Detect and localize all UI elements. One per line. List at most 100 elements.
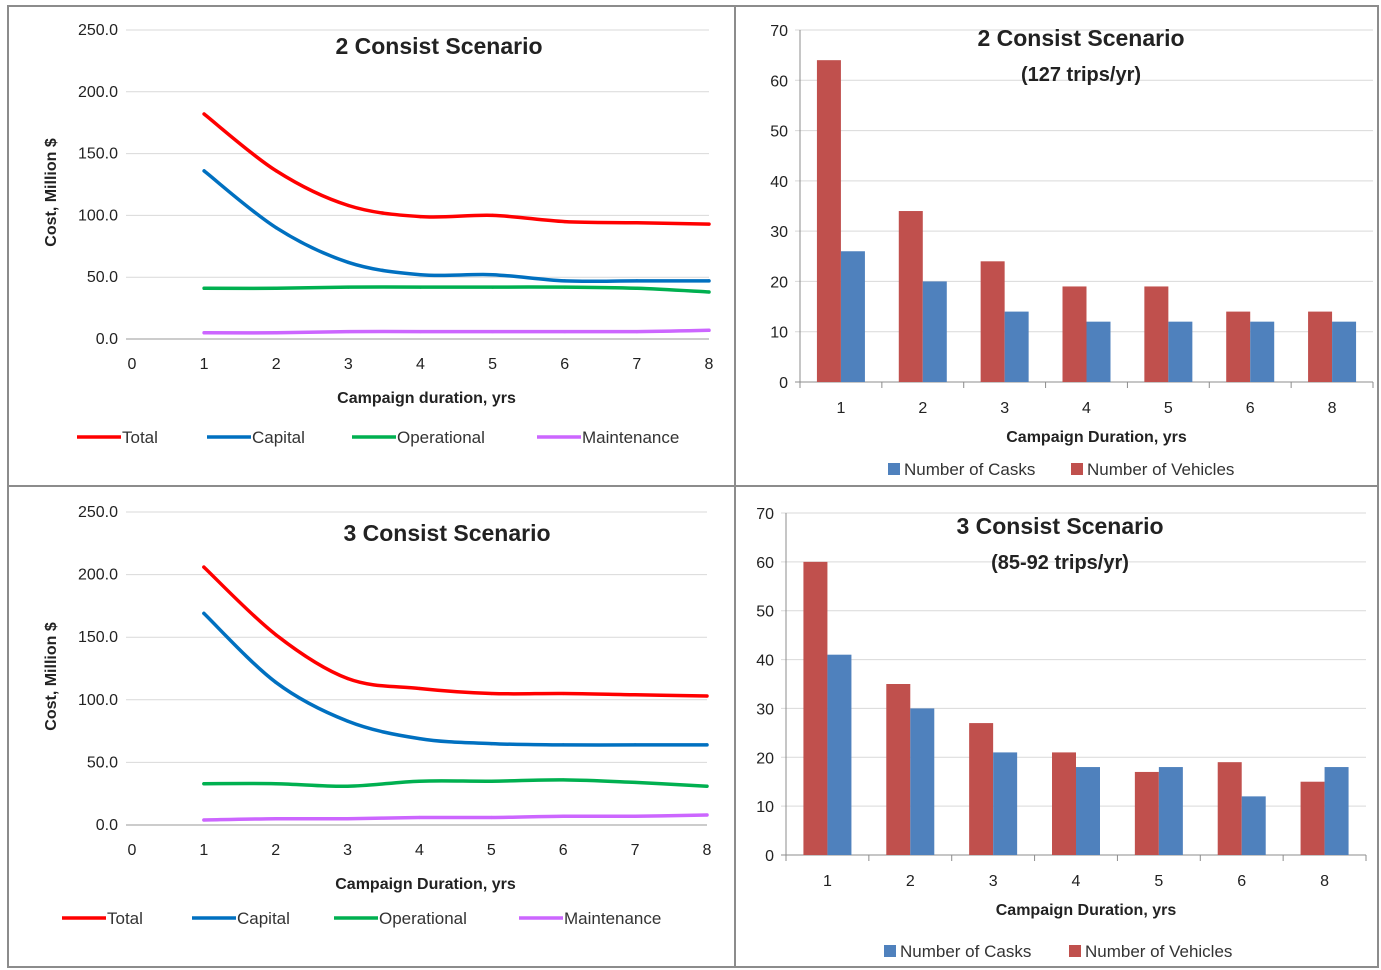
x-tick-label: 1 [200,356,209,373]
x-tick-label: 2 [906,873,915,890]
series-line-capital [202,611,709,747]
bar-chart-2-consist: 0 10 20 30 40 50 60 70 1 2 3 4 5 6 8 2 Consist Scenario… [770,23,1374,479]
data-point-capital [705,743,709,747]
legend-swatch-number-of-vehicles [1071,463,1083,475]
x-tick-label: 5 [1154,873,1163,890]
data-point-operational [705,784,709,788]
data-point-operational [274,286,278,290]
y-tick-label: 0 [765,848,774,865]
data-point-capital [346,260,350,264]
x-tick-label: 5 [487,842,496,859]
data-point-operational [274,782,278,786]
y-tick-label: 0.0 [96,817,118,834]
data-point-maintenance [705,813,709,817]
bar-number-of-casks [1241,796,1266,855]
data-point-operational [202,286,206,290]
data-point-maintenance [561,814,565,818]
data-point-total [274,169,278,173]
data-point-total [489,691,493,696]
y-tick-label: 200.0 [78,567,118,584]
data-point-total [346,203,350,208]
x-tick-label: 1 [199,842,208,859]
bar-number-of-vehicles [1062,286,1087,382]
chart-title: 3 Consist Scenario [956,513,1163,539]
x-tick-label: 6 [560,356,569,373]
x-tick-label: 1 [823,873,832,890]
y-tick-label: 100.0 [78,692,118,709]
x-tick-label: 0 [128,356,137,373]
series-line-operational [202,778,709,788]
data-point-capital [274,680,278,684]
series-line-operational [202,285,711,294]
y-tick-label: 100.0 [78,207,118,224]
data-point-maintenance [417,815,422,820]
y-tick-label: 20 [756,750,774,767]
data-point-capital [561,743,565,747]
bar-number-of-casks [1324,767,1349,855]
data-point-total [274,633,278,637]
x-tick-label: 3 [1000,400,1009,417]
x-tick-label: 8 [1328,400,1337,417]
legend-label-capital: Capital [237,909,290,928]
x-tick-label: 4 [1082,400,1091,417]
chart-panel-2-consist-counts: 0 10 20 30 40 50 60 70 1 2 3 4 5 6 8 2 Consist Scenario… [736,5,1379,487]
data-point-operational [633,780,637,785]
legend-label-operational: Operational [397,428,485,447]
bar-number-of-vehicles [1134,771,1159,855]
series-line-capital [202,169,711,284]
y-tick-label: 250.0 [78,22,118,39]
data-point-capital [274,226,278,230]
data-point-maintenance [202,818,206,822]
data-point-total [707,222,711,226]
data-point-operational [635,286,639,290]
y-tick-label: 50 [756,604,774,621]
y-tick-label: 250.0 [78,504,118,521]
y-tick-label: 70 [770,23,788,40]
legend-swatch-number-of-casks [888,463,900,475]
data-point-capital [202,611,206,616]
bar-number-of-vehicles [969,723,994,855]
x-axis-title: Campaign Duration, yrs [335,876,516,893]
y-tick-label: 150.0 [78,629,118,646]
y-tick-label: 20 [770,274,788,291]
series-line-maintenance [202,328,711,335]
bar-number-of-vehicles [1144,286,1169,382]
data-point-capital [633,743,637,747]
data-point-maintenance [202,331,206,335]
data-point-capital [346,719,350,723]
bar-number-of-vehicles [1052,752,1076,855]
y-tick-label: 10 [770,325,788,342]
x-tick-label: 7 [631,842,640,859]
data-point-maintenance [346,329,350,334]
chart-subtitle: (85-92 trips/yr) [991,552,1129,574]
data-point-total [418,215,423,219]
data-point-capital [707,279,711,283]
data-point-maintenance [346,817,350,821]
legend-label-capital: Capital [252,428,305,447]
legend-label-number-of-vehicles: Number of Vehicles [1087,460,1234,479]
data-point-capital [563,279,567,283]
data-point-operational [563,285,567,289]
x-tick-label: 4 [1072,873,1081,890]
series-line-maintenance [202,813,709,822]
legend-label-maintenance: Maintenance [564,909,661,928]
chart-title: 2 Consist Scenario [977,25,1184,51]
data-point-capital [489,742,493,746]
bar-number-of-vehicles [1308,311,1333,382]
data-point-total [346,676,350,681]
chart-subtitle: (127 trips/yr) [1021,64,1141,86]
data-point-total [633,693,637,697]
data-point-total [635,221,639,225]
legend-label-total: Total [107,909,143,928]
bar-number-of-casks [1004,311,1029,382]
data-point-maintenance [707,328,711,332]
bar-number-of-vehicles [898,211,923,382]
data-point-total [563,219,567,224]
data-point-operational [346,784,350,788]
x-tick-label: 4 [416,356,425,373]
series-line-total [202,565,709,698]
y-tick-label: 50.0 [87,754,118,771]
x-tick-label: 5 [1164,400,1173,417]
x-tick-label: 4 [415,842,424,859]
y-tick-label: 40 [756,653,774,670]
